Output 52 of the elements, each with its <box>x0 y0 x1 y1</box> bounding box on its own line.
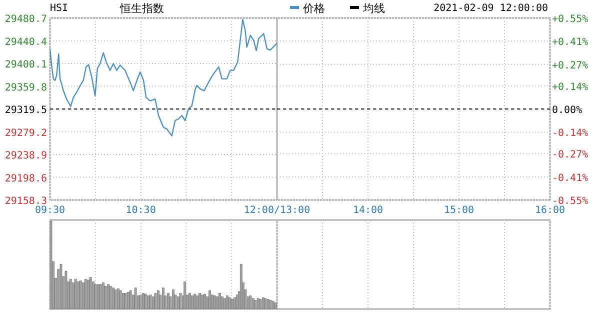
bar <box>208 290 212 310</box>
y-tick-label: 29319.5 <box>4 105 47 116</box>
bar <box>264 298 267 310</box>
bar <box>162 288 164 310</box>
bar <box>167 292 170 310</box>
bar <box>262 297 264 310</box>
bar <box>256 298 260 310</box>
bar <box>172 289 174 310</box>
y2-tick-label: +0.27% <box>552 60 588 72</box>
text: 2021-02-09 12:00:00 <box>434 3 548 14</box>
bar <box>274 302 277 310</box>
bar <box>254 300 257 310</box>
y2-tick-label: +0.55% <box>552 14 588 25</box>
bar <box>259 299 262 310</box>
y-tick-label: 29440.4 <box>4 36 47 48</box>
x-tick-label: 09:30 <box>34 205 66 216</box>
bar <box>154 292 157 310</box>
bar <box>249 296 252 310</box>
y-tick-label: 29400.1 <box>4 60 47 70</box>
y2-tick-label: 0.00% <box>552 105 582 116</box>
y-tick-label: 29158.3 <box>4 196 47 207</box>
bar <box>269 300 272 310</box>
bar <box>149 294 152 310</box>
bar <box>272 300 274 310</box>
chart-subtitle: HSI <box>50 3 68 14</box>
y2-tick-label: -0.55% <box>552 196 588 207</box>
y2-tick-label: -0.14% <box>552 128 588 140</box>
y2-tick-label: +0.14% <box>552 82 588 93</box>
x-tick-label: 16:00 <box>534 205 566 216</box>
x-tick-label: 15:00 <box>444 205 474 216</box>
bar <box>266 299 270 310</box>
y-tick-label: 29279.2 <box>4 128 47 139</box>
bar <box>220 296 224 310</box>
y-tick-label: 29359.8 <box>4 82 47 94</box>
chart-title: 恒生指数 <box>119 2 164 15</box>
bar <box>252 298 254 310</box>
x-tick-label: 12:00/13:00 <box>244 205 310 216</box>
y-tick-label: 29480.7 <box>4 14 47 25</box>
y2-tick-label: +0.41% <box>552 37 588 48</box>
y-tick-label: 29238.9 <box>4 150 47 162</box>
bar <box>134 288 137 310</box>
bar <box>240 264 242 310</box>
y-tick-label: 29198.6 <box>4 173 47 184</box>
legend-label: 价格 <box>302 2 325 15</box>
legend-label: 均线 <box>362 2 385 15</box>
y2-tick-label: -0.41% <box>552 172 588 184</box>
bar <box>64 270 68 310</box>
bar <box>144 294 147 310</box>
bar <box>157 290 160 310</box>
x-tick-label: 14:00 <box>352 205 384 216</box>
y2-tick-label: -0.27% <box>552 150 588 161</box>
x-tick-label: 10:30 <box>126 205 156 216</box>
